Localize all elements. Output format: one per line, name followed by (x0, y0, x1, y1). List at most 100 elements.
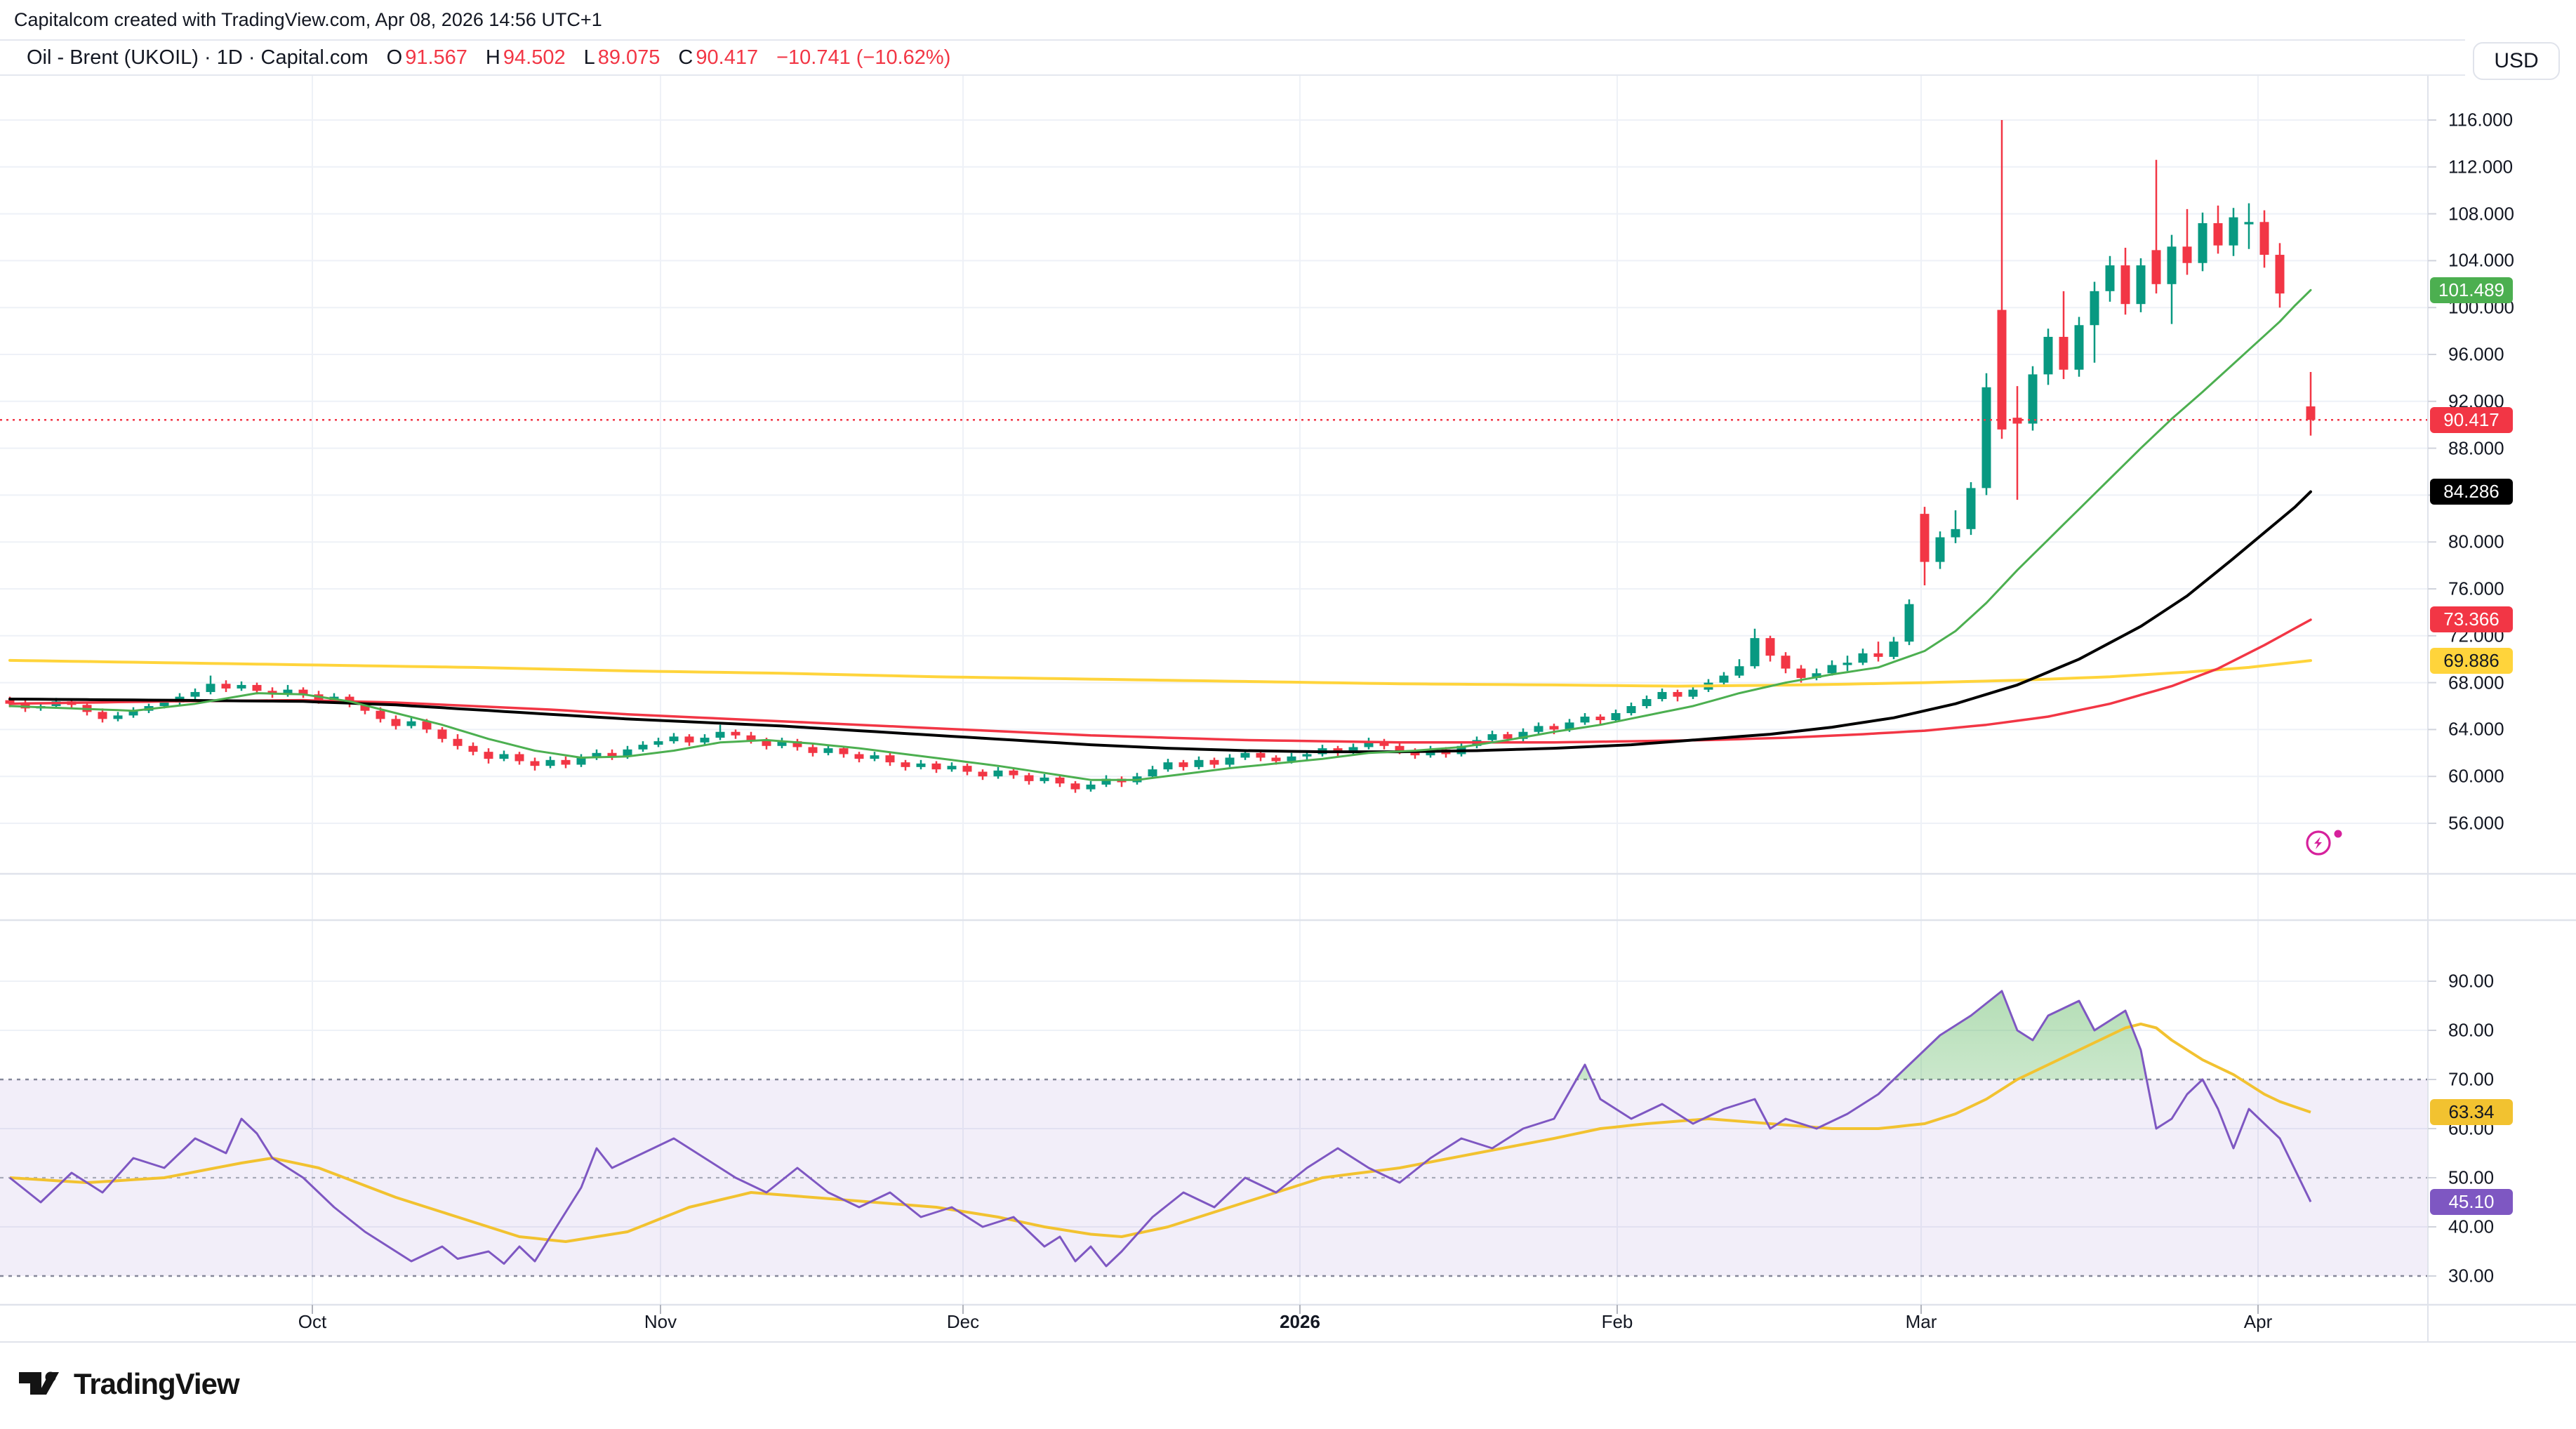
price-tick-label: 68.000 (2448, 672, 2504, 693)
candle-body (1302, 754, 1312, 757)
candle-body (2259, 222, 2269, 255)
candle-body (777, 741, 787, 746)
candle-body (1966, 488, 1976, 529)
candle-body (684, 736, 694, 743)
candle-body (206, 684, 215, 692)
candle-body (947, 766, 957, 770)
tradingview-logo[interactable]: TradingView (18, 1367, 240, 1401)
candle-body (530, 761, 540, 766)
currency-button[interactable]: USD (2473, 42, 2560, 80)
ma-green (8, 288, 2312, 781)
candle-body (98, 712, 107, 719)
grid-layer (0, 76, 2428, 1305)
ma-black (8, 490, 2312, 754)
candle-body (221, 684, 231, 689)
candle-body (2167, 246, 2177, 284)
price-change: −10.741 (−10.62%) (776, 46, 951, 69)
attribution-text: Capitalcom created with TradingView.com,… (14, 9, 602, 30)
candle-body (1843, 663, 1852, 665)
candle-body (484, 752, 493, 759)
candle-body (2074, 325, 2084, 370)
ohlc-close: C 90.417 (678, 46, 759, 69)
candle-body (1750, 638, 1760, 667)
price-tick-label: 108.000 (2448, 203, 2514, 225)
candle-body (561, 759, 571, 765)
candle-body (360, 703, 370, 711)
candle-body (1487, 734, 1497, 740)
candle-body (1364, 741, 1374, 747)
candle-body (1348, 747, 1358, 753)
candle-body (1534, 726, 1543, 732)
candle-body (623, 749, 632, 757)
candle-body (1765, 638, 1775, 656)
current-price-badge: 90.417 (2430, 406, 2513, 433)
candle-body (1580, 717, 1590, 723)
price-tick-label: 88.000 (2448, 437, 2504, 459)
candle-body (2229, 217, 2238, 246)
candle-body (2151, 250, 2161, 284)
candle-body (2213, 222, 2223, 246)
candle-body (113, 715, 123, 719)
candle-body (2306, 406, 2316, 420)
candle-body (1920, 514, 1930, 562)
price-tick-label: 104.000 (2448, 249, 2514, 271)
candle-body (2105, 265, 2115, 291)
candle-body (962, 766, 972, 772)
candle-body (2120, 265, 2130, 305)
candle-body (1009, 770, 1018, 776)
candle-body (901, 762, 910, 767)
candle-body (406, 721, 416, 726)
candle-body (237, 684, 246, 689)
time-axis-label: Oct (298, 1311, 327, 1332)
price-tick-label: 96.000 (2448, 343, 2504, 365)
candle-body (1225, 757, 1235, 765)
candle-body (1179, 762, 1188, 767)
candle-body (2028, 374, 2038, 424)
candle-body (592, 752, 602, 758)
candle-body (2182, 246, 2192, 263)
ma-black-value-badge: 84.286 (2430, 479, 2513, 505)
candle-body (2059, 336, 2069, 370)
ohlc-open: O 91.567 (386, 46, 467, 69)
price-tick-label: 80.000 (2448, 531, 2504, 552)
candle-body (762, 740, 771, 746)
candle-body (885, 755, 895, 763)
candle-body (190, 691, 200, 697)
candle-body (545, 759, 555, 766)
candle-body (808, 747, 818, 753)
candle-body (1194, 759, 1204, 767)
price-tick-label: 64.000 (2448, 718, 2504, 740)
candle-body (1781, 656, 1791, 669)
candle-body (1688, 689, 1698, 697)
candle-body (1951, 529, 1960, 538)
candle-body (870, 755, 879, 759)
candle-body (376, 710, 385, 719)
candle-body (1209, 759, 1219, 765)
candle-body (2198, 222, 2207, 263)
flash-trade-icon[interactable] (2306, 830, 2342, 856)
rsi-overbought-fill (10, 991, 2311, 1079)
ohlc-low: L 89.075 (583, 46, 660, 69)
candle-body (839, 748, 849, 755)
rsi-tick-label: 40.00 (2448, 1216, 2495, 1237)
candle-body (1070, 783, 1080, 790)
candle-body (5, 700, 15, 704)
candle-body (1518, 731, 1528, 739)
rsi-signal-line (9, 1022, 2311, 1243)
candle-body (1673, 691, 1682, 697)
price-tick-label: 56.000 (2448, 812, 2504, 834)
symbol-title[interactable]: Oil - Brent (UKOIL) · 1D · Capital.com (27, 46, 369, 69)
candle-body (128, 710, 138, 716)
candle-body (993, 770, 1003, 777)
ma-red-value-badge: 73.366 (2430, 606, 2513, 633)
candle-body (1997, 310, 2007, 430)
candle-body (283, 689, 293, 695)
candle-body (1595, 717, 1605, 721)
candle-body (159, 702, 169, 706)
candle-body (1611, 713, 1621, 721)
rsi-tick-label: 70.00 (2448, 1068, 2495, 1090)
candle-body (1565, 722, 1574, 730)
symbol-legend-bar: Oil - Brent (UKOIL) · 1D · Capital.com O… (0, 39, 2465, 76)
